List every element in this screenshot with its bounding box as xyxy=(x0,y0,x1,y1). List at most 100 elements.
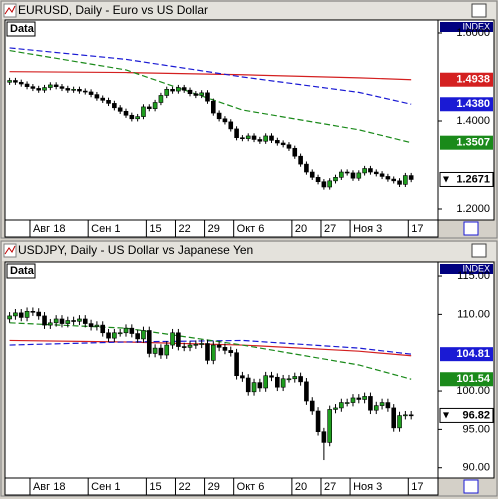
close-marker xyxy=(443,176,449,183)
candle-body xyxy=(71,89,76,91)
candle-body xyxy=(234,128,239,139)
candle-body xyxy=(269,375,274,378)
candle-body xyxy=(339,171,344,178)
candle-body xyxy=(112,103,117,109)
candle-body xyxy=(18,312,24,318)
scale-button[interactable] xyxy=(463,221,479,236)
value-box-label: 101.54 xyxy=(456,373,491,385)
x-tick-label: Сен 1 xyxy=(91,481,120,493)
candle-body xyxy=(181,346,187,348)
candle-body xyxy=(193,343,199,346)
candle-body xyxy=(146,106,152,109)
candle-body xyxy=(362,168,367,174)
moving-average-line xyxy=(9,339,412,355)
x-tick-label: 15 xyxy=(149,223,161,235)
candle-body xyxy=(309,400,315,412)
x-tick-label: 15 xyxy=(149,481,161,493)
x-tick-label: Окт 6 xyxy=(237,223,265,235)
candle-body xyxy=(356,397,362,400)
candle-body xyxy=(339,402,344,409)
x-tick-label: Окт 6 xyxy=(237,481,265,493)
candle-body xyxy=(82,318,88,324)
close-marker xyxy=(443,412,449,419)
candle-body xyxy=(344,402,350,404)
candle-body xyxy=(187,89,193,95)
candle-body xyxy=(117,107,123,112)
value-box-label: 1.4380 xyxy=(456,98,490,110)
candle-body xyxy=(240,137,245,140)
candle-body xyxy=(408,175,414,180)
date-axis xyxy=(4,477,439,496)
y-tick-label: 1.4000 xyxy=(456,115,490,127)
y-tick-label: 90.00 xyxy=(462,462,490,474)
x-tick-label: 29 xyxy=(208,481,220,493)
candle-body xyxy=(135,333,140,340)
candle-body xyxy=(234,352,239,377)
candle-body xyxy=(257,382,263,389)
candle-body xyxy=(379,402,385,406)
value-box xyxy=(440,135,493,150)
x-tick-label: 17 xyxy=(411,223,423,235)
x-tick-label: 20 xyxy=(295,223,307,235)
candle-body xyxy=(205,92,210,102)
index-tag-label: INDEX xyxy=(462,263,490,273)
moving-average-line xyxy=(9,322,412,380)
index-tag-label: INDEX xyxy=(462,21,490,31)
window-button[interactable] xyxy=(471,3,487,18)
candle-body xyxy=(181,87,187,91)
candle-body xyxy=(141,330,146,340)
candle-body xyxy=(18,81,24,85)
candle-body xyxy=(240,375,245,379)
candle-body xyxy=(30,86,36,89)
y-tick-label: 100.00 xyxy=(456,385,490,397)
candle-body xyxy=(13,80,18,83)
candle-body xyxy=(344,171,350,174)
candle-body xyxy=(88,91,94,95)
candle-body xyxy=(403,414,408,417)
value-box xyxy=(440,97,493,112)
window-button[interactable] xyxy=(471,243,487,258)
candle-body xyxy=(228,121,234,130)
data-tag-label: Data xyxy=(10,23,35,35)
plot-area xyxy=(4,19,439,221)
candle-body xyxy=(152,347,158,354)
candle-body xyxy=(199,343,204,345)
candle-body xyxy=(106,100,111,104)
candle-body xyxy=(327,409,333,443)
candle-body xyxy=(176,332,181,347)
plot-area xyxy=(4,261,439,479)
x-tick-label: 22 xyxy=(178,481,190,493)
candle-body xyxy=(245,135,251,139)
candle-body xyxy=(199,92,204,96)
y-tick-label: 1.6000 xyxy=(456,27,490,39)
scale-button[interactable] xyxy=(463,479,479,494)
candle-body xyxy=(391,407,397,429)
x-tick-label: 17 xyxy=(411,481,423,493)
candle-body xyxy=(53,84,59,87)
candle-body xyxy=(88,323,94,327)
candle-body xyxy=(77,318,82,322)
y-tick-label: 110.00 xyxy=(457,308,490,320)
candle-body xyxy=(263,375,268,389)
candle-body xyxy=(112,332,117,339)
index-tag xyxy=(440,264,493,274)
chart-icon xyxy=(3,243,17,258)
candle-body xyxy=(350,172,356,179)
candle-body xyxy=(391,178,397,182)
value-box-label: 1.4938 xyxy=(456,74,490,86)
y-tick-label: 115.00 xyxy=(457,270,490,282)
candle-body xyxy=(373,405,379,411)
candle-body xyxy=(222,118,228,123)
x-tick-label: 29 xyxy=(208,223,220,235)
candle-body xyxy=(304,381,309,402)
candle-body xyxy=(30,311,36,313)
x-tick-label: Ноя 3 xyxy=(353,481,382,493)
chart-title: EURUSD, Daily - Euro vs US Dollar xyxy=(18,3,208,17)
x-tick-label: Авг 18 xyxy=(33,223,65,235)
close-box-label: 96.82 xyxy=(462,409,490,421)
candle-body xyxy=(333,177,338,182)
candle-body xyxy=(158,347,164,356)
index-tag xyxy=(440,22,493,32)
candle-body xyxy=(100,97,106,101)
